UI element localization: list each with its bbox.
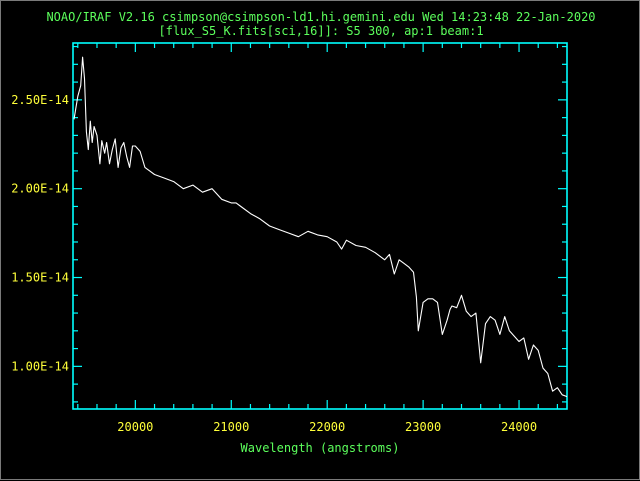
spectrum-line [73,56,568,398]
x-tick-label: 23000 [405,420,441,434]
plot-header-line-2: [flux_S5_K.fits[sci,16]]: S5 300, ap:1 b… [158,24,484,38]
y-tick-label: 2.00E-14 [11,182,69,196]
plot-header-line-1: NOAO/IRAF V2.16 csimpson@csimpson-ld1.hi… [46,10,596,24]
x-tick-label: 20000 [117,420,153,434]
y-tick-label: 1.50E-14 [11,271,69,285]
x-tick-label: 22000 [309,420,345,434]
x-tick-label: 24000 [501,420,537,434]
y-tick-label: 2.50E-14 [11,93,69,107]
x-tick-label: 21000 [213,420,249,434]
plot-axes-box [72,42,568,410]
x-axis-label: Wavelength (angstroms) [241,441,400,455]
y-tick-label: 1.00E-14 [11,359,69,373]
